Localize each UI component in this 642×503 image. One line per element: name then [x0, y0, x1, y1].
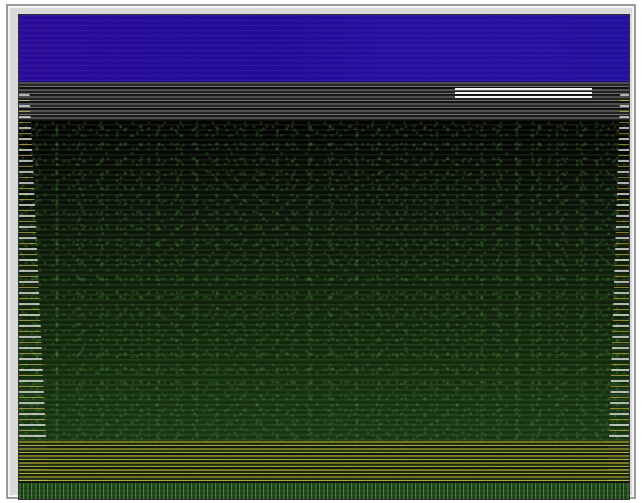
video-frame — [6, 4, 636, 500]
white-highlight-lines — [455, 88, 592, 98]
top-color-band — [19, 15, 629, 82]
bottom-noise-band — [19, 483, 629, 499]
distorted-display — [18, 14, 630, 500]
green-noise-texture — [19, 120, 629, 499]
noise-field — [19, 120, 629, 499]
